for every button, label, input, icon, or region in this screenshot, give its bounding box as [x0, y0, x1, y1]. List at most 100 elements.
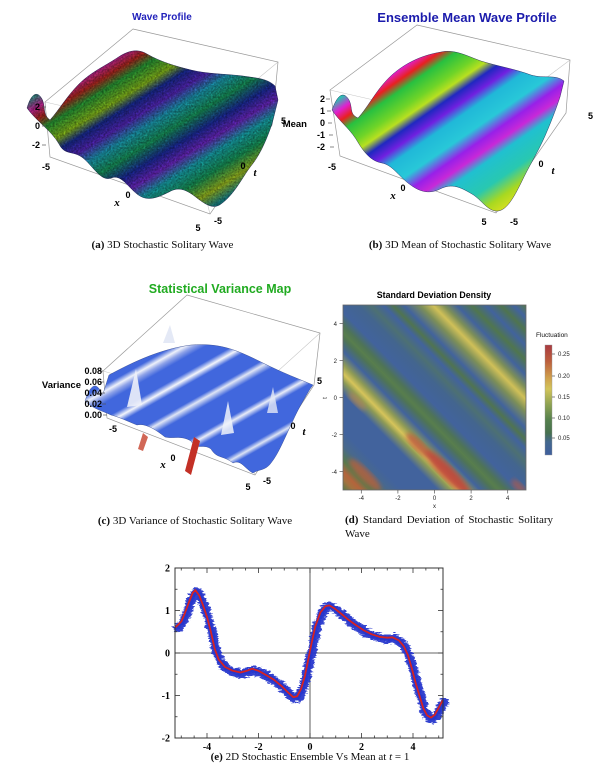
plot-a-title: Wave Profile [132, 12, 192, 23]
caption-a: (a) 3D Stochastic Solitary Wave [15, 238, 310, 252]
plot-3d-ensemble-mean: Ensemble Mean Wave Profile Mean 2 1 0 -1… [283, 10, 593, 227]
z-axis-label: Mean [283, 119, 307, 130]
caption-d: (d) Standard Deviation of Stochastic Sol… [345, 513, 553, 541]
y-tick: -2 [332, 433, 338, 439]
t-axis-labels: 5 0 t -5 [263, 376, 322, 486]
t-axis-label: t [302, 426, 306, 438]
caption-e-suffix: = 1 [392, 751, 410, 763]
t-tick: 0 [290, 421, 295, 431]
x-tick: 0 [170, 453, 175, 463]
z-tick: 0 [320, 118, 325, 128]
heatmap-x-ticks: -4 -2 0 2 4 x [359, 490, 510, 510]
y-axis-label: t [323, 397, 329, 399]
y-tick: 4 [334, 322, 338, 328]
x-axis-label: x [433, 504, 436, 510]
x-tick: 0 [400, 183, 405, 193]
tick-label: -4 [203, 742, 211, 753]
colorbar-gradient [544, 344, 553, 456]
caption-c-tag: (c) [97, 515, 111, 527]
corner-tick: -5 [109, 424, 117, 434]
plot-2d-ensemble-vs-mean: -4 -2 0 2 4 2 1 0 -1 -2 [162, 564, 448, 753]
tick-label: 0 [308, 742, 313, 753]
plot-3d-variance: Statistical Variance Map Variance 0.08 0… [42, 283, 322, 492]
t-tick: 5 [317, 376, 322, 386]
z-tick: 0.06 [84, 377, 102, 387]
x-tick: 5 [245, 482, 250, 492]
t-tick: -5 [510, 217, 518, 227]
colorbar: Fluctuation 0.25 0.20 0.15 0.10 0.05 [536, 332, 570, 456]
x-tick: 2 [469, 496, 473, 502]
t-tick: -5 [263, 476, 271, 486]
mean-curve [175, 589, 444, 719]
caption-d-text: Standard Deviation of Stochastic Solitar… [345, 514, 553, 540]
z-tick: 1 [320, 106, 325, 116]
corner-tick: -5 [42, 162, 50, 172]
caption-a-text: 3D Stochastic Solitary Wave [104, 239, 234, 251]
red-ridge [185, 437, 200, 475]
variance-ridge-highlights [127, 325, 278, 475]
caption-e-variable: t [389, 751, 393, 763]
colorbar-tick: 0.15 [558, 395, 570, 401]
z-tick: 0.02 [84, 399, 102, 409]
t-tick: 0 [240, 161, 245, 171]
z-tick: 2 [35, 102, 40, 112]
t-tick: 0 [538, 159, 543, 169]
tick-label: 2 [165, 564, 170, 575]
x-tick: 0 [125, 190, 130, 200]
t-axis-label: t [253, 167, 257, 179]
caption-b: (b) 3D Mean of Stochastic Solitary Wave [310, 238, 610, 252]
x-tick: 5 [481, 217, 486, 227]
x-axis-labels: 0 x 5 [113, 190, 200, 233]
x-tick: -2 [395, 496, 401, 502]
tick-label: -2 [162, 734, 170, 745]
z-axis-ticks: Variance 0.08 0.06 0.04 0.02 0.00 -5 [42, 366, 117, 434]
y-tick: 0 [334, 396, 338, 402]
caption-e-tag: (e) [210, 751, 223, 763]
y-tick: 2 [334, 359, 338, 365]
caption-e-text: 2D Stochastic Ensemble Vs Mean at [222, 751, 390, 763]
colorbar-tick: 0.10 [558, 416, 570, 422]
caption-c: (c) 3D Variance of Stochastic Solitary W… [30, 514, 360, 528]
t-axis-labels: 5 0 t -5 [510, 111, 593, 227]
colorbar-tick: 0.20 [558, 374, 570, 380]
x-tick: 5 [195, 223, 200, 233]
colorbar-label: Fluctuation [536, 332, 568, 339]
z-tick: 0.00 [84, 410, 102, 420]
caption-a-tag: (a) [91, 239, 105, 251]
variance-surface [84, 344, 314, 474]
z-tick: -1 [317, 130, 325, 140]
x-tick: 4 [506, 496, 510, 502]
caption-b-text: 3D Mean of Stochastic Solitary Wave [382, 239, 552, 251]
plot-heatmap-std-dev: Standard Deviation Density -4 -2 0 2 4 x [323, 290, 570, 510]
heatmap-y-ticks: 4 2 0 -2 -4 t [323, 322, 343, 476]
plot-c-title: Statistical Variance Map [149, 283, 292, 296]
caption-e: (e) 2D Stochastic Ensemble Vs Mean at t … [110, 750, 510, 764]
x-tick: -4 [359, 496, 365, 502]
x-axis-labels: 0 x 5 [389, 183, 486, 227]
z-tick: 0.04 [84, 388, 102, 398]
z-axis-ticks: 2 0 -2 -5 [32, 102, 50, 172]
heatmap-hotspots [348, 392, 526, 490]
x-axis-label: x [389, 190, 396, 202]
axis-ticks: -4 -2 0 2 4 2 1 0 -1 -2 [162, 564, 443, 753]
small-red-ridge [138, 433, 148, 451]
t-tick: 5 [588, 111, 593, 121]
z-axis-label: Variance [42, 380, 81, 391]
tick-label: -1 [162, 691, 170, 702]
caption-c-text: 3D Variance of Stochastic Solitary Wave [110, 515, 293, 527]
t-axis-label: t [551, 165, 555, 177]
caption-d-tag: (d) [345, 514, 359, 526]
z-tick: 0.08 [84, 366, 102, 376]
colorbar-tick: 0.25 [558, 352, 570, 358]
caption-b-tag: (b) [368, 239, 383, 251]
tick-label: 4 [411, 742, 416, 753]
x-axis-labels: 0 x 5 [159, 453, 250, 492]
tick-label: -2 [254, 742, 262, 753]
x-tick: 0 [433, 496, 437, 502]
z-tick: -2 [317, 142, 325, 152]
corner-tick: -5 [328, 162, 336, 172]
tick-label: 2 [359, 742, 364, 753]
z-tick: 0 [35, 121, 40, 131]
x-axis-label: x [113, 197, 120, 209]
